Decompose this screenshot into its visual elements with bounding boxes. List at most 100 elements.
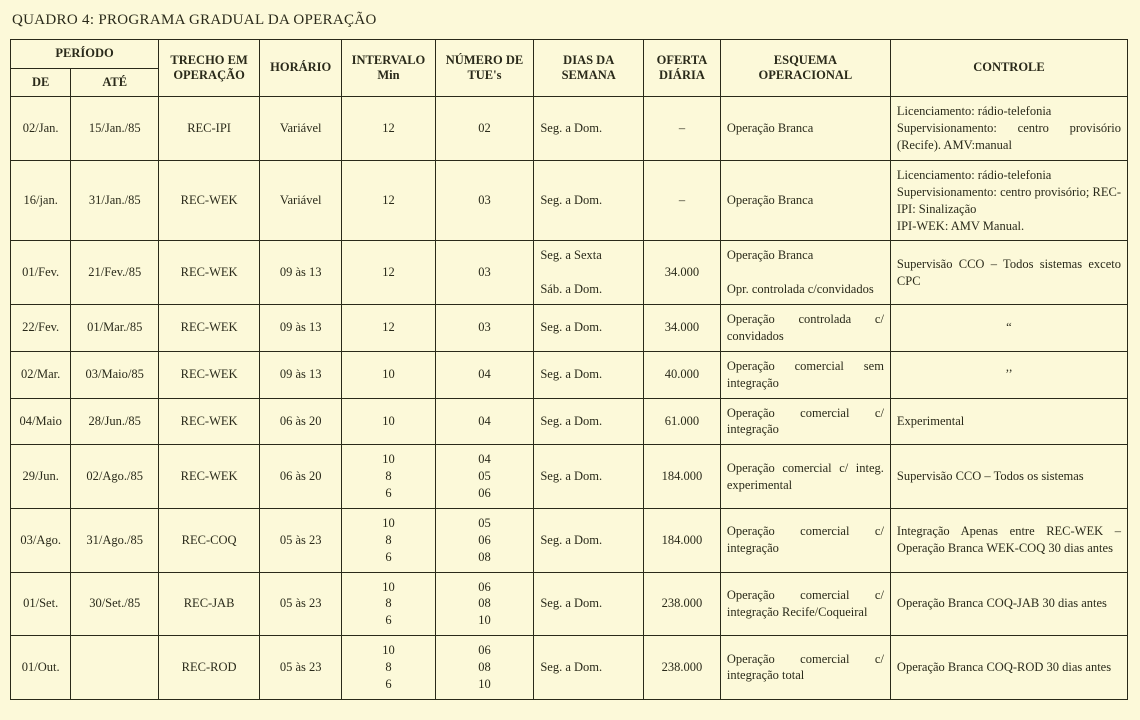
cell-horario: 05 às 23: [260, 636, 342, 700]
cell-dias: Seg. a Dom.: [534, 445, 644, 509]
table-row: 02/Mar.03/Maio/85REC-WEK09 às 131004Seg.…: [11, 351, 1128, 398]
cell-controle: Integração Apenas entre REC-WEK – Operaç…: [890, 508, 1127, 572]
cell-tues: 06 08 10: [435, 572, 534, 636]
cell-trecho: REC-WEK: [159, 398, 260, 445]
table-row: 01/Set.30/Set./85REC-JAB05 às 2310 8 606…: [11, 572, 1128, 636]
cell-oferta: 61.000: [644, 398, 721, 445]
cell-ate: 01/Mar./85: [71, 305, 159, 352]
cell-tues: 06 08 10: [435, 636, 534, 700]
cell-ate: 15/Jan./85: [71, 97, 159, 161]
cell-intervalo: 10 8 6: [342, 572, 435, 636]
cell-trecho: REC-WEK: [159, 305, 260, 352]
table-header: PERÍODO TRECHO EM OPERAÇÃO HORÁRIO INTER…: [11, 40, 1128, 97]
cell-intervalo: 12: [342, 160, 435, 241]
cell-intervalo: 12: [342, 241, 435, 305]
cell-ate: 28/Jun./85: [71, 398, 159, 445]
cell-de: 02/Jan.: [11, 97, 71, 161]
cell-ate: 02/Ago./85: [71, 445, 159, 509]
cell-esquema: Operação comercial c/ integração Recife/…: [720, 572, 890, 636]
cell-oferta: 184.000: [644, 508, 721, 572]
cell-de: 02/Mar.: [11, 351, 71, 398]
table-row: 01/Out.REC-ROD05 às 2310 8 606 08 10Seg.…: [11, 636, 1128, 700]
cell-oferta: –: [644, 97, 721, 161]
cell-esquema: Operação Branca: [720, 97, 890, 161]
page: { "colors": { "background": "#fcf9d9", "…: [0, 0, 1140, 720]
cell-dias: Seg. a Dom.: [534, 97, 644, 161]
th-controle: CONTROLE: [890, 40, 1127, 97]
cell-horario: 09 às 13: [260, 241, 342, 305]
cell-controle: Supervisão CCO – Todos os sistemas: [890, 445, 1127, 509]
cell-dias: Seg. a Sexta Sáb. a Dom.: [534, 241, 644, 305]
cell-intervalo: 12: [342, 305, 435, 352]
cell-tues: 05 06 08: [435, 508, 534, 572]
cell-intervalo: 10 8 6: [342, 445, 435, 509]
cell-de: 22/Fev.: [11, 305, 71, 352]
cell-horario: 06 às 20: [260, 398, 342, 445]
cell-tues: 02: [435, 97, 534, 161]
cell-oferta: 238.000: [644, 572, 721, 636]
cell-de: 01/Out.: [11, 636, 71, 700]
cell-dias: Seg. a Dom.: [534, 305, 644, 352]
table-row: 22/Fev.01/Mar./85REC-WEK09 às 131203Seg.…: [11, 305, 1128, 352]
cell-trecho: REC-WEK: [159, 445, 260, 509]
cell-horario: 09 às 13: [260, 351, 342, 398]
cell-trecho: REC-JAB: [159, 572, 260, 636]
cell-intervalo: 10 8 6: [342, 636, 435, 700]
cell-oferta: 238.000: [644, 636, 721, 700]
cell-controle: Licenciamento: rádio-telefonia Supervisi…: [890, 160, 1127, 241]
cell-controle: “: [890, 305, 1127, 352]
th-ate: ATÉ: [71, 68, 159, 97]
cell-esquema: Operação comercial c/ integração: [720, 508, 890, 572]
cell-de: 01/Set.: [11, 572, 71, 636]
table-row: 04/Maio28/Jun./85REC-WEK06 às 201004Seg.…: [11, 398, 1128, 445]
cell-horario: 05 às 23: [260, 508, 342, 572]
th-de: DE: [11, 68, 71, 97]
cell-trecho: REC-WEK: [159, 160, 260, 241]
cell-trecho: REC-COQ: [159, 508, 260, 572]
cell-tues: 03: [435, 160, 534, 241]
table-body: 02/Jan.15/Jan./85REC-IPIVariável1202Seg.…: [11, 97, 1128, 700]
cell-horario: 09 às 13: [260, 305, 342, 352]
cell-esquema: Operação Branca: [720, 160, 890, 241]
cell-controle: ’’: [890, 351, 1127, 398]
cell-de: 29/Jun.: [11, 445, 71, 509]
table-row: 29/Jun.02/Ago./85REC-WEK06 às 2010 8 604…: [11, 445, 1128, 509]
cell-ate: [71, 636, 159, 700]
cell-oferta: –: [644, 160, 721, 241]
cell-de: 16/jan.: [11, 160, 71, 241]
th-horario: HORÁRIO: [260, 40, 342, 97]
cell-esquema: Operação Branca Opr. controlada c/convid…: [720, 241, 890, 305]
cell-horario: Variável: [260, 97, 342, 161]
cell-de: 04/Maio: [11, 398, 71, 445]
cell-controle: Licenciamento: rádio-telefonia Supervisi…: [890, 97, 1127, 161]
cell-dias: Seg. a Dom.: [534, 572, 644, 636]
th-tues: NÚMERO DE TUE's: [435, 40, 534, 97]
cell-horario: 06 às 20: [260, 445, 342, 509]
cell-intervalo: 10: [342, 351, 435, 398]
cell-esquema: Operação comercial c/ integ. experimenta…: [720, 445, 890, 509]
cell-tues: 04: [435, 398, 534, 445]
cell-ate: 31/Jan./85: [71, 160, 159, 241]
cell-trecho: REC-WEK: [159, 351, 260, 398]
cell-esquema: Operação comercial sem integração: [720, 351, 890, 398]
cell-controle: Operação Branca COQ-JAB 30 dias antes: [890, 572, 1127, 636]
cell-controle: Supervisão CCO – Todos sistemas exceto C…: [890, 241, 1127, 305]
cell-horario: Variável: [260, 160, 342, 241]
programa-table: PERÍODO TRECHO EM OPERAÇÃO HORÁRIO INTER…: [10, 39, 1128, 700]
cell-oferta: 34.000: [644, 241, 721, 305]
cell-dias: Seg. a Dom.: [534, 398, 644, 445]
cell-trecho: REC-ROD: [159, 636, 260, 700]
cell-tues: 04: [435, 351, 534, 398]
cell-esquema: Operação comercial c/ integração: [720, 398, 890, 445]
cell-oferta: 184.000: [644, 445, 721, 509]
cell-ate: 21/Fev./85: [71, 241, 159, 305]
cell-ate: 03/Maio/85: [71, 351, 159, 398]
cell-tues: 04 05 06: [435, 445, 534, 509]
cell-intervalo: 12: [342, 97, 435, 161]
cell-oferta: 34.000: [644, 305, 721, 352]
cell-tues: 03: [435, 305, 534, 352]
cell-controle: Experimental: [890, 398, 1127, 445]
cell-dias: Seg. a Dom.: [534, 351, 644, 398]
table-row: 01/Fev.21/Fev./85REC-WEK09 às 131203Seg.…: [11, 241, 1128, 305]
cell-ate: 31/Ago./85: [71, 508, 159, 572]
